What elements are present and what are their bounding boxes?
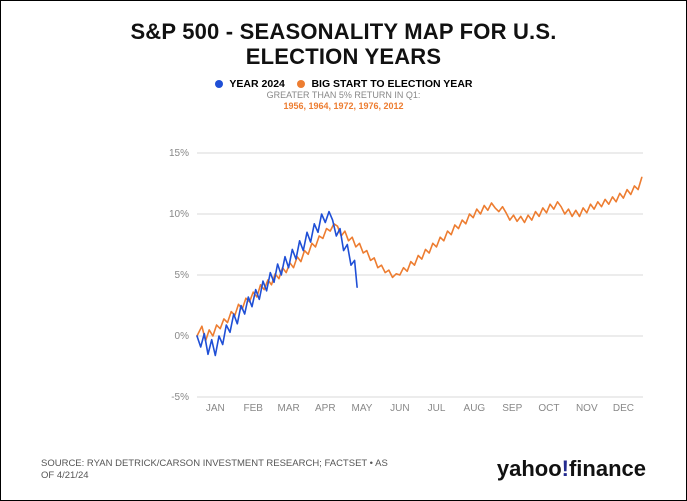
svg-text:10%: 10%: [169, 209, 189, 220]
footer: SOURCE: RYAN DETRICK/CARSON INVESTMENT R…: [41, 456, 646, 482]
svg-text:15%: 15%: [169, 149, 189, 159]
legend-dot-2024: [215, 80, 223, 88]
series-big_start: [197, 177, 642, 341]
brand-logo: yahoo!finance: [497, 456, 646, 482]
svg-text:JUN: JUN: [390, 403, 409, 414]
svg-text:DEC: DEC: [613, 403, 634, 414]
chart-legend: YEAR 2024 BIG START TO ELECTION YEAR: [1, 78, 686, 90]
chart-title: S&P 500 - SEASONALITY MAP FOR U.S. ELECT…: [1, 19, 686, 70]
series-year_2024: [197, 212, 357, 356]
svg-text:APR: APR: [315, 403, 336, 414]
chart-plot: -5% 0% 5% 10% 15% JAN FEB MAR APR MAY JUN JUL AUG SEP…: [161, 149, 651, 419]
chart-svg: -5% 0% 5% 10% 15% JAN FEB MAR APR MAY JUN JUL AUG SEP…: [161, 149, 651, 419]
svg-text:-5%: -5%: [171, 392, 189, 403]
svg-text:JAN: JAN: [206, 403, 225, 414]
svg-text:AUG: AUG: [464, 403, 486, 414]
legend-label-2024: YEAR 2024: [229, 78, 284, 90]
legend-label-bigstart: BIG START TO ELECTION YEAR: [311, 78, 472, 90]
svg-text:JUL: JUL: [428, 403, 446, 414]
svg-text:MAR: MAR: [278, 403, 300, 414]
svg-text:MAY: MAY: [351, 403, 372, 414]
svg-text:OCT: OCT: [538, 403, 559, 414]
svg-text:FEB: FEB: [243, 403, 263, 414]
svg-text:SEP: SEP: [502, 403, 522, 414]
chart-card: S&P 500 - SEASONALITY MAP FOR U.S. ELECT…: [0, 0, 687, 501]
legend-subtitle: GREATER THAN 5% RETURN IN Q1: 1956, 1964…: [1, 90, 686, 112]
legend-dot-bigstart: [297, 80, 305, 88]
source-text: SOURCE: RYAN DETRICK/CARSON INVESTMENT R…: [41, 458, 401, 482]
svg-text:0%: 0%: [175, 331, 190, 342]
svg-text:NOV: NOV: [576, 403, 598, 414]
svg-text:5%: 5%: [175, 270, 190, 281]
